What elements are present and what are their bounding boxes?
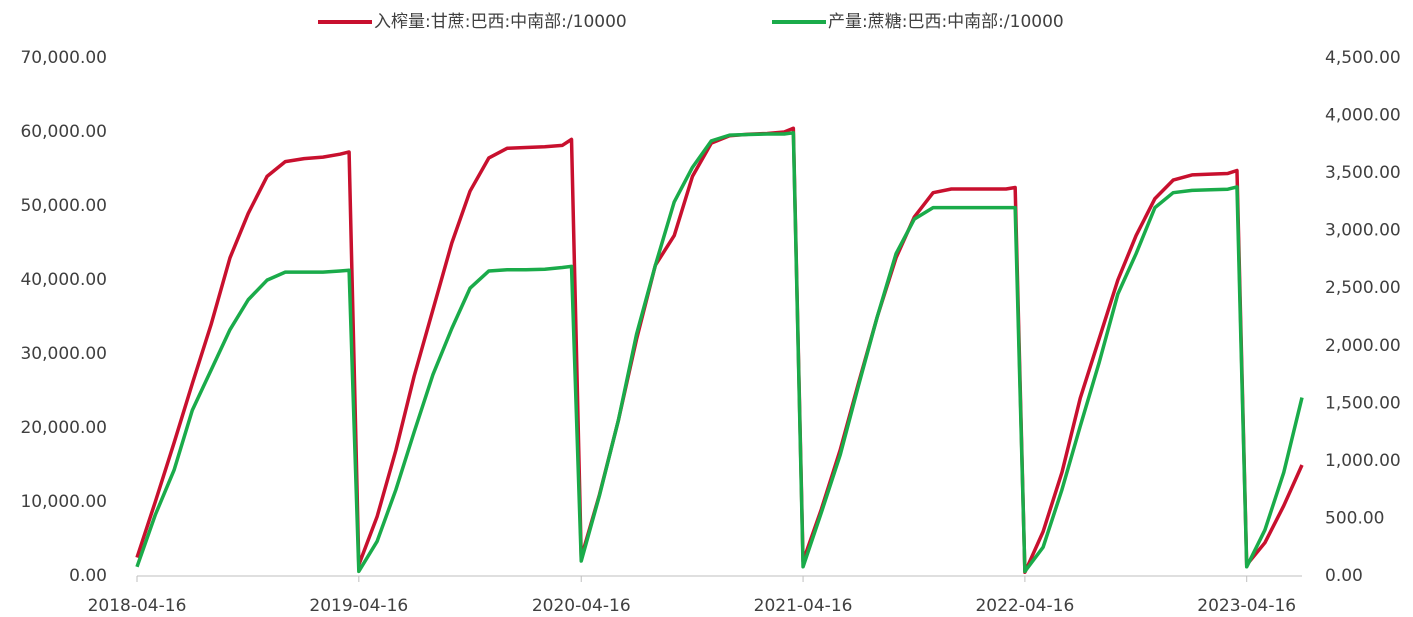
y2-tick-label: 4,000.00 [1325,106,1401,126]
y-tick-label: 10,000.00 [20,492,107,512]
y2-tick-label: 500.00 [1325,508,1384,528]
y-tick-label: 30,000.00 [20,344,107,364]
legend-label: 产量:蔗糖:巴西:中南部:/10000 [828,12,1064,32]
y2-tick-label: 3,000.00 [1325,221,1401,241]
y-tick-label: 20,000.00 [20,418,107,438]
x-tick-label: 2020-04-16 [532,596,631,616]
x-tick-label: 2018-04-16 [88,596,187,616]
y-tick-label: 0.00 [69,566,107,586]
x-tick-label: 2022-04-16 [975,596,1074,616]
y2-tick-label: 2,000.00 [1325,336,1401,356]
y-tick-label: 40,000.00 [20,270,107,290]
y2-tick-label: 4,500.00 [1325,48,1401,68]
y2-tick-label: 3,500.00 [1325,163,1401,183]
x-tick-label: 2023-04-16 [1197,596,1296,616]
y-tick-label: 70,000.00 [20,48,107,68]
series-line [135,126,1304,575]
y-tick-label: 60,000.00 [20,122,107,142]
x-tick-label: 2019-04-16 [309,596,408,616]
series-line [135,131,1304,574]
legend-label: 入榨量:甘蔗:巴西:中南部:/10000 [374,12,627,32]
x-tick-label: 2021-04-16 [754,596,853,616]
y2-tick-label: 1,000.00 [1325,451,1401,471]
y-tick-label: 50,000.00 [20,196,107,216]
y2-tick-label: 0.00 [1325,566,1363,586]
y2-tick-label: 1,500.00 [1325,393,1401,413]
y2-tick-label: 2,500.00 [1325,278,1401,298]
